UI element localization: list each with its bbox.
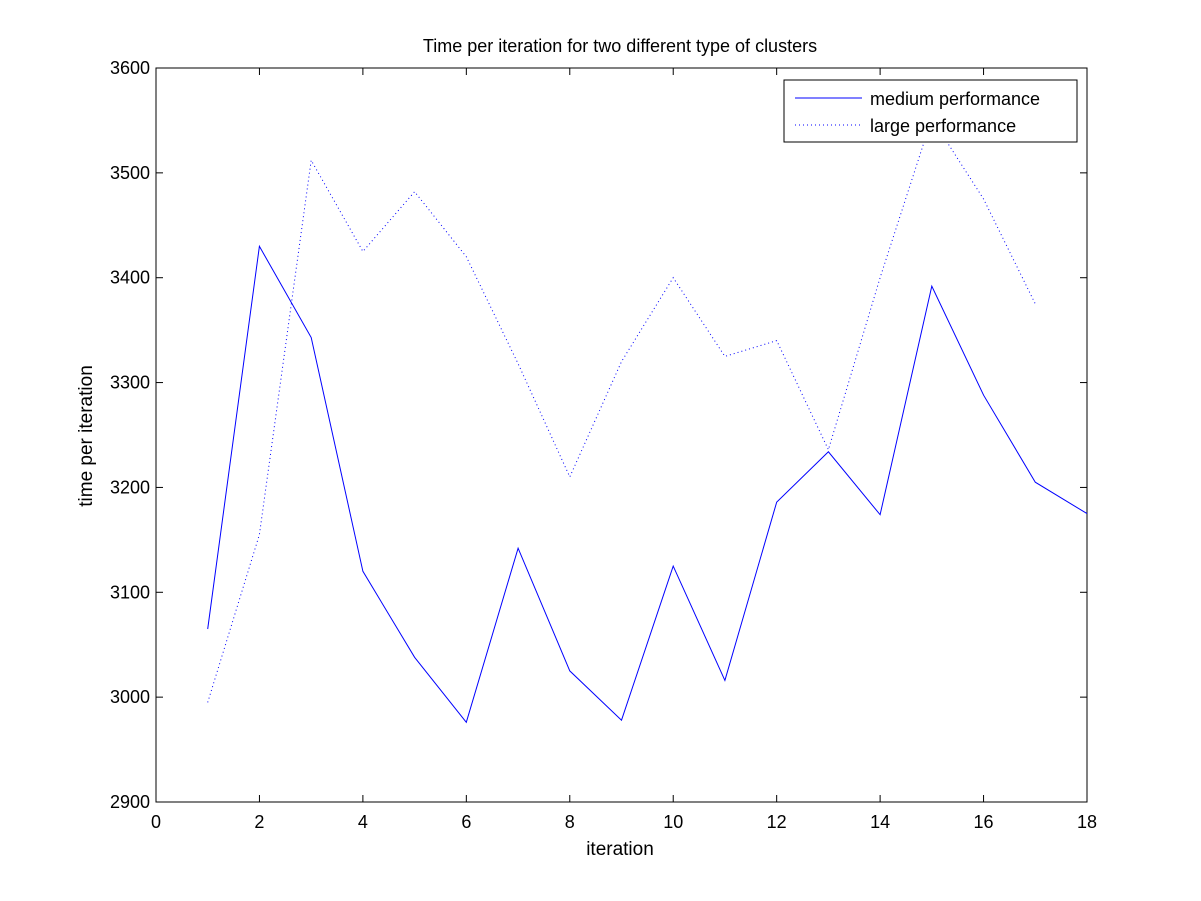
series-line-medium-performance [207,244,1088,724]
x-tick-label: 2 [254,812,264,832]
y-tick-label: 2900 [110,792,150,812]
chart-title: Time per iteration for two different typ… [423,36,817,56]
legend: medium performance large performance [783,79,1078,143]
x-tick-label: 8 [565,812,575,832]
legend-box [783,79,1078,143]
x-tick-label: 14 [870,812,890,832]
y-axis-label: time per iteration [76,365,97,507]
plot-area [155,67,1088,803]
x-tick-label: 12 [767,812,787,832]
legend-entry-label: medium performance [870,89,1040,109]
y-tick-label: 3300 [110,373,150,393]
legend-entry-label: large performance [870,116,1016,136]
series-lines [207,117,1088,724]
y-tick-label: 3400 [110,268,150,288]
y-tick-label: 3600 [110,58,150,78]
y-tick-label: 3000 [110,687,150,707]
x-tick-label: 4 [358,812,368,832]
x-tick-label: 10 [663,812,683,832]
x-tick-label: 18 [1077,812,1097,832]
x-axis-label: iteration [586,839,654,860]
y-tick-label: 3100 [110,582,150,602]
x-tick-label: 0 [151,812,161,832]
y-tick-label: 3500 [110,163,150,183]
axis-ticks: 0 2 4 6 8 10 12 14 16 18 2900 3000 3100 3200 3300 3400 3… [110,58,1097,832]
x-tick-label: 16 [974,812,994,832]
y-tick-label: 3200 [110,477,150,497]
x-tick-label: 6 [461,812,471,832]
